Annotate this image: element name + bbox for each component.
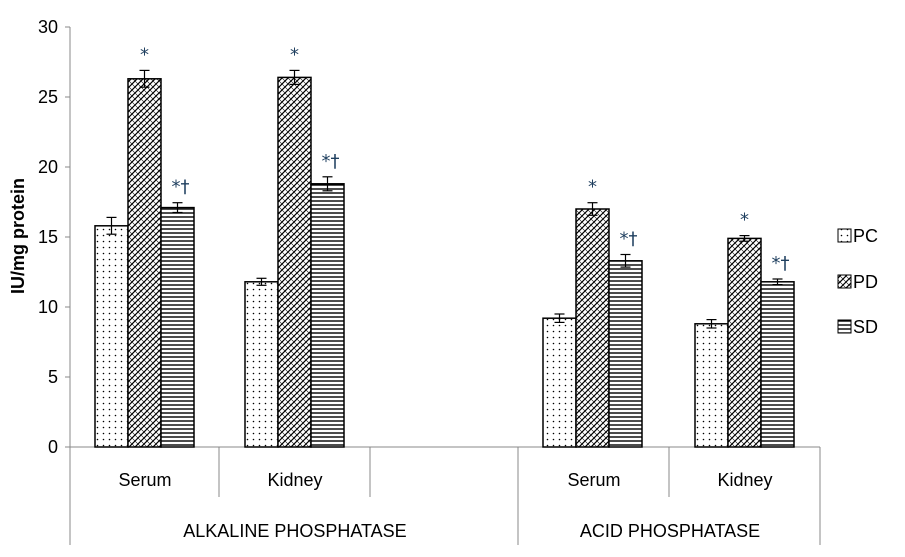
- y-tick-label: 0: [48, 437, 58, 457]
- legend-swatch-pc: [837, 228, 852, 243]
- significance-mark: *†: [772, 253, 790, 274]
- legend-label-sd: SD: [853, 317, 878, 337]
- group-label: ACID PHOSPHATASE: [580, 521, 760, 541]
- category-label: Serum: [567, 470, 620, 490]
- significance-mark: *†: [172, 177, 190, 198]
- y-ticks: 0 5 10 15 20 25 30: [38, 17, 70, 457]
- bar-sd: [160, 206, 195, 448]
- bar-sd: [760, 281, 795, 448]
- y-tick-label: 20: [38, 157, 58, 177]
- category-label: Serum: [118, 470, 171, 490]
- significance-mark: *†: [322, 151, 340, 172]
- bar-sd: [608, 260, 643, 448]
- significance-mark: *: [140, 44, 149, 65]
- y-tick-label: 25: [38, 87, 58, 107]
- group-label: ALKALINE PHOSPHATASE: [183, 521, 406, 541]
- legend-swatch-sd: [837, 319, 852, 334]
- bar-sd: [310, 183, 345, 448]
- y-tick-label: 10: [38, 297, 58, 317]
- bar-pd: [727, 237, 762, 448]
- legend-label-pc: PC: [853, 226, 878, 246]
- significance-mark: *: [740, 210, 749, 231]
- bar-pc: [542, 317, 577, 448]
- bar-pc: [94, 225, 129, 448]
- bar-pc: [694, 323, 729, 448]
- y-tick-label: 30: [38, 17, 58, 37]
- y-axis-label: IU/mg protein: [8, 178, 28, 294]
- bars: * * * * *† *† *† *†: [94, 44, 795, 448]
- y-tick-label: 5: [48, 367, 58, 387]
- category-label: Kidney: [717, 470, 772, 490]
- bar-pd: [127, 78, 162, 448]
- legend: PC PD SD: [837, 226, 878, 337]
- legend-swatch-pd: [837, 274, 852, 289]
- category-labels: Serum Kidney Serum Kidney ALKALINE PHOSPHATA…: [118, 470, 772, 541]
- bar-pd: [277, 76, 312, 448]
- category-label: Kidney: [267, 470, 322, 490]
- significance-mark: *: [588, 177, 597, 198]
- bar-pd: [575, 208, 610, 448]
- y-tick-label: 15: [38, 227, 58, 247]
- significance-mark: *†: [620, 229, 638, 250]
- bar-pc: [244, 281, 279, 448]
- legend-label-pd: PD: [853, 272, 878, 292]
- significance-mark: *: [290, 44, 299, 65]
